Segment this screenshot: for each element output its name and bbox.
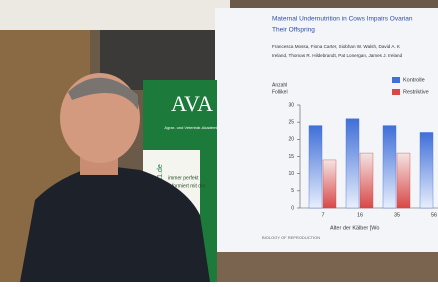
x-axis-label: Alter der Kälber [Wo [330, 225, 379, 231]
y-axis-label: Anzahl [272, 82, 287, 88]
y-tick-label: 10 [288, 171, 294, 177]
bar [323, 160, 336, 208]
y-axis-label: Follikel [272, 89, 288, 95]
photo: AVA Agrar- und Veterinär-Akademie www.av… [0, 0, 438, 282]
y-tick-label: 30 [288, 102, 294, 108]
bar [397, 153, 410, 208]
legend-swatch [392, 89, 400, 95]
slide-title: Their Offspring [272, 27, 315, 34]
slide-title: Maternal Undernutrition in Cows Impairs … [272, 16, 413, 23]
banner-subtitle: Agrar- und Veterinär-Akademie [164, 125, 220, 130]
legend-label: Restriktive [403, 89, 429, 95]
banner-line: immer perfekt [168, 175, 199, 181]
ceiling [0, 0, 230, 30]
legend-label: Kontrolle [403, 77, 425, 83]
floor-wall [215, 252, 438, 282]
legend-swatch [392, 77, 400, 83]
x-tick-label: 16 [357, 212, 363, 218]
banner-logo: AVA [171, 91, 213, 116]
x-tick-label: 7 [321, 212, 324, 218]
slide-authors: Francesca Mossa, Fiona Carter, Siobhan W… [272, 44, 401, 49]
y-tick-label: 20 [288, 137, 294, 143]
x-tick-label: 56 [431, 212, 437, 218]
x-tick-label: 35 [394, 212, 400, 218]
y-tick-label: 25 [288, 119, 294, 125]
bar [346, 119, 359, 208]
bar [309, 126, 322, 208]
y-tick-label: 5 [291, 188, 294, 194]
slide-authors: Ireland, Thomas R. Hildebrandt, Pat Lone… [272, 53, 403, 58]
y-tick-label: 15 [288, 154, 294, 160]
y-tick-label: 0 [291, 205, 294, 211]
slide-footer: BIOLOGY OF REPRODUCTION [262, 235, 320, 240]
bar [383, 126, 396, 208]
bar [360, 153, 373, 208]
page: AVA Agrar- und Veterinär-Akademie www.av… [0, 0, 438, 282]
bar [420, 132, 433, 208]
